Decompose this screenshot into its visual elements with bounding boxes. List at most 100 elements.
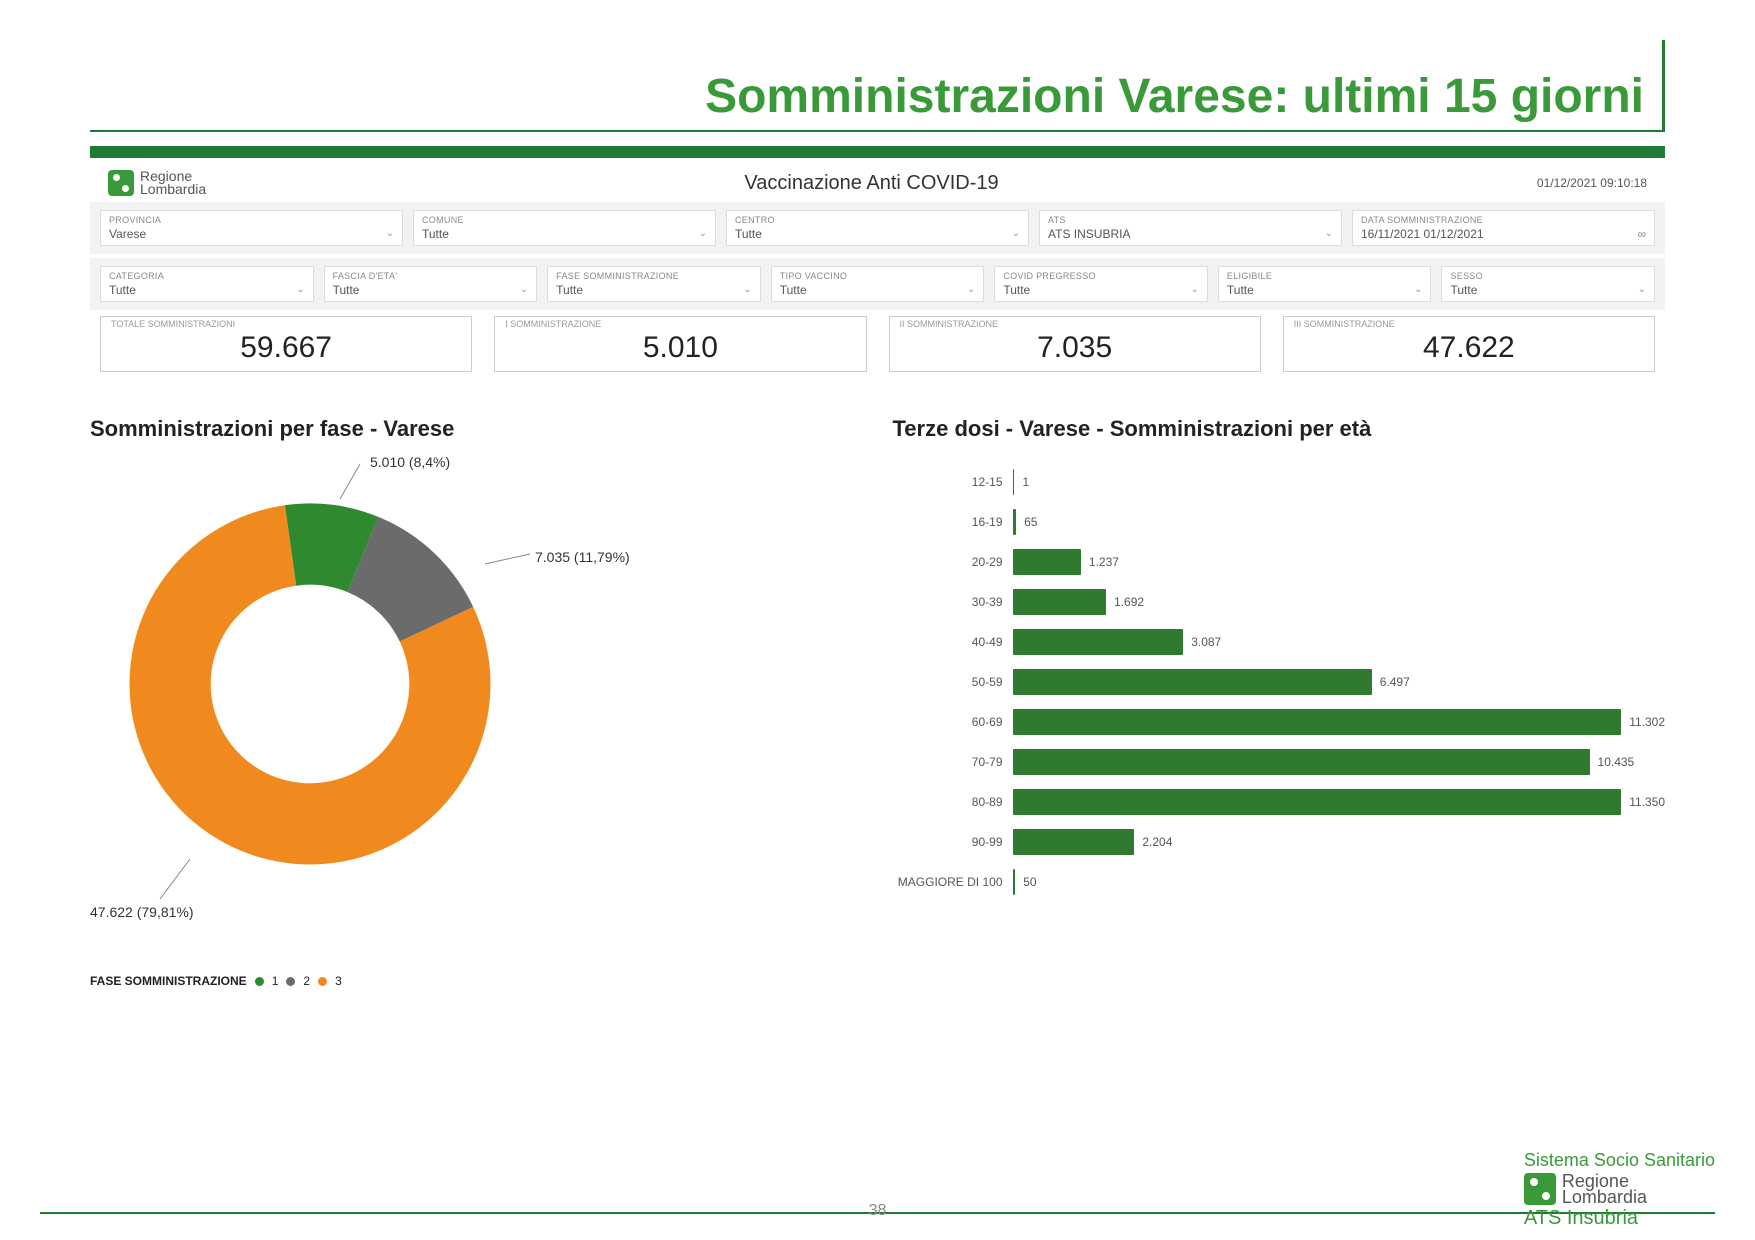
bar	[1013, 549, 1081, 575]
bar-category-label: 16-19	[893, 515, 1013, 529]
bar-value-label: 11.350	[1629, 795, 1665, 809]
filter-label: CENTRO	[735, 215, 1020, 225]
bar-value-label: 50	[1023, 875, 1036, 889]
stat-label: III Somministrazione	[1294, 319, 1644, 329]
bar-category-label: 12-15	[893, 475, 1013, 489]
bar-value-label: 2.204	[1142, 835, 1172, 849]
chevron-down-icon: ⌄	[386, 228, 394, 239]
filter-covid-pregresso[interactable]: COVID PREGRESSO Tutte⌄	[994, 266, 1208, 302]
filter-value: ATS INSUBRIA	[1048, 227, 1333, 241]
bar-row: 20-29 1.237	[893, 542, 1666, 582]
bar-row: 50-596.497	[893, 662, 1666, 702]
filter-fascia-d-eta-[interactable]: FASCIA D'ETA' Tutte⌄	[324, 266, 538, 302]
bar-value-label: 1	[1022, 475, 1029, 489]
filter-value: Tutte	[1227, 283, 1423, 297]
bar-category-label: MAGGIORE DI 100	[893, 875, 1013, 889]
legend-item-label: 1	[272, 974, 279, 988]
bar-value-label: 1.692	[1114, 595, 1144, 609]
filter-label: ATS	[1048, 215, 1333, 225]
slide-title: Somministrazioni Varese: ultimi 15 giorn…	[90, 69, 1662, 130]
bar-category-label: 70-79	[893, 755, 1013, 769]
slide-title-row: Somministrazioni Varese: ultimi 15 giorn…	[90, 40, 1665, 132]
bar-row: 70-7910.435	[893, 742, 1666, 782]
donut-slice-label: 47.622 (79,81%)	[90, 904, 194, 920]
bar	[1013, 589, 1107, 615]
donut-slice-label: 5.010 (8,4%)	[370, 454, 450, 470]
donut-column: Somministrazioni per fase - Varese 5.010…	[90, 416, 863, 988]
filter-value: Tutte	[1003, 283, 1199, 297]
lombardia-icon	[1524, 1173, 1556, 1205]
stat-card: II Somministrazione7.035	[889, 316, 1261, 372]
filter-categoria[interactable]: CATEGORIATutte⌄	[100, 266, 314, 302]
filter-data-somministrazione[interactable]: DATA SOMMINISTRAZIONE 16/11/2021 01/12/20…	[1352, 210, 1655, 246]
filter-value: Tutte	[422, 227, 707, 241]
legend-item-label: 3	[335, 974, 342, 988]
bar	[1013, 789, 1622, 815]
chevron-down-icon: ⌄	[699, 228, 707, 239]
dashboard-panel: Regione Lombardia Vaccinazione Anti COVI…	[90, 146, 1665, 376]
filter-comune[interactable]: COMUNE Tutte⌄	[413, 210, 716, 246]
bar-category-label: 50-59	[893, 675, 1013, 689]
bar	[1013, 829, 1135, 855]
filter-value: Tutte	[1450, 283, 1646, 297]
chevron-down-icon: ⌄	[743, 284, 751, 295]
stat-card: I SOMMINISTRAZIONE5.010	[494, 316, 866, 372]
dash-logo: Regione Lombardia	[108, 170, 206, 196]
filter-fase-somministrazione[interactable]: FASE SOMMINISTRAZIONETutte⌄	[547, 266, 761, 302]
bar-title: Terze dosi - Varese - Somministrazioni p…	[893, 416, 1666, 442]
filter-value: 16/11/2021 01/12/2021	[1361, 227, 1646, 241]
filter-label: FASE SOMMINISTRAZIONE	[556, 271, 752, 281]
stat-row: TOTALE SOMMINISTRAZIONI 59.667 I SOMMINIST…	[90, 310, 1665, 372]
bar-value-label: 1.237	[1089, 555, 1119, 569]
chevron-down-icon: ⌄	[1012, 228, 1020, 239]
filter-value: Varese	[109, 227, 394, 241]
infinity-icon: ∞	[1637, 227, 1646, 241]
bar	[1013, 629, 1184, 655]
bar-track: 1.237	[1013, 549, 1666, 575]
filter-ats[interactable]: ATSATS INSUBRIA⌄	[1039, 210, 1342, 246]
filter-centro[interactable]: CENTROTutte⌄	[726, 210, 1029, 246]
bar-row: MAGGIORE DI 100 50	[893, 862, 1666, 902]
legend-title: FASE SOMMINISTRAZIONE	[90, 974, 247, 988]
chevron-down-icon: ⌄	[1414, 284, 1422, 295]
bar-row: 90-99 2.204	[893, 822, 1666, 862]
filter-eligibile[interactable]: ELIGIBILETutte⌄	[1218, 266, 1432, 302]
filter-value: Tutte	[333, 283, 529, 297]
chevron-down-icon: ⌄	[1191, 284, 1199, 295]
filter-tipo-vaccino[interactable]: TIPO VACCINOTutte⌄	[771, 266, 985, 302]
filter-sesso[interactable]: SESSO Tutte⌄	[1441, 266, 1655, 302]
dash-title: Vaccinazione Anti COVID-19	[206, 172, 1537, 195]
bar-track: 11.302	[1013, 709, 1666, 735]
stat-value: 59.667	[111, 331, 461, 365]
bar-value-label: 65	[1024, 515, 1037, 529]
filter-provincia[interactable]: PROVINCIA Varese⌄	[100, 210, 403, 246]
stat-label: TOTALE SOMMINISTRAZIONI	[111, 319, 461, 329]
page-number: 38	[869, 1202, 887, 1220]
legend-dot	[255, 977, 264, 986]
filter-label: CATEGORIA	[109, 271, 305, 281]
filter-label: PROVINCIA	[109, 215, 394, 225]
bar-track: 50	[1013, 869, 1666, 895]
filter-label: COMUNE	[422, 215, 707, 225]
bar-category-label: 90-99	[893, 835, 1013, 849]
bar-track: 1	[1013, 469, 1666, 495]
bar-category-label: 20-29	[893, 555, 1013, 569]
chevron-down-icon: ⌄	[520, 284, 528, 295]
bar-column: Terze dosi - Varese - Somministrazioni p…	[893, 416, 1666, 988]
bar	[1013, 709, 1622, 735]
filter-label: SESSO	[1450, 271, 1646, 281]
bar-row: 60-6911.302	[893, 702, 1666, 742]
filter-label: FASCIA D'ETA'	[333, 271, 529, 281]
donut-leader-lines	[90, 454, 650, 934]
filter-label: DATA SOMMINISTRAZIONE	[1361, 215, 1646, 225]
stat-card: III Somministrazione47.622	[1283, 316, 1655, 372]
filter-label: COVID PREGRESSO	[1003, 271, 1199, 281]
bar-category-label: 60-69	[893, 715, 1013, 729]
stat-value: 7.035	[900, 331, 1250, 365]
legend-item-label: 2	[303, 974, 310, 988]
bar-track: 1.692	[1013, 589, 1666, 615]
filter-label: TIPO VACCINO	[780, 271, 976, 281]
bar	[1013, 869, 1016, 895]
stat-card: TOTALE SOMMINISTRAZIONI 59.667	[100, 316, 472, 372]
chevron-down-icon: ⌄	[1638, 284, 1646, 295]
